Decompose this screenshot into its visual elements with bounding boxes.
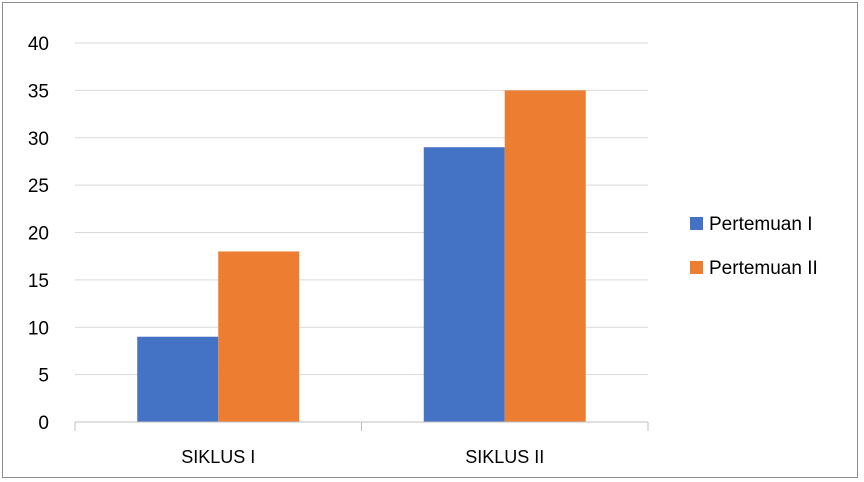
bar-2-2 [504,90,586,422]
x-category-label: SIKLUS I [181,447,255,467]
legend-swatch [690,217,703,230]
bar-1-1 [137,336,219,422]
y-tick-label: 25 [28,176,49,197]
bars [137,90,586,422]
y-tick-label: 15 [28,271,49,292]
legend-label: Pertemuan I [709,214,813,235]
y-axis-ticks: 0 5 10 15 20 25 30 35 40 [28,34,49,434]
y-tick-label: 30 [28,129,49,150]
y-tick-label: 40 [28,34,49,55]
legend-swatch [690,261,703,274]
x-axis: SIKLUS I SIKLUS II [74,421,649,467]
legend-label: Pertemuan II [709,258,818,279]
y-tick-label: 5 [38,366,49,387]
legend: Pertemuan I Pertemuan II [690,214,818,279]
bar-2-1 [218,251,300,422]
x-category-label: SIKLUS II [465,447,544,467]
bar-1-2 [423,147,505,422]
y-tick-label: 10 [28,318,49,339]
y-tick-label: 0 [38,413,49,434]
y-tick-label: 35 [28,81,49,102]
y-tick-label: 20 [28,224,49,245]
